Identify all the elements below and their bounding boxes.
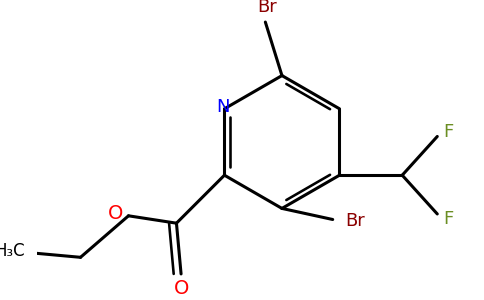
Text: Br: Br xyxy=(257,0,277,16)
Text: O: O xyxy=(173,279,189,298)
Text: H₃C: H₃C xyxy=(0,242,25,260)
Text: F: F xyxy=(443,123,454,141)
Text: F: F xyxy=(443,210,454,228)
Text: O: O xyxy=(108,203,123,223)
Text: Br: Br xyxy=(345,212,365,230)
Text: N: N xyxy=(216,98,229,116)
